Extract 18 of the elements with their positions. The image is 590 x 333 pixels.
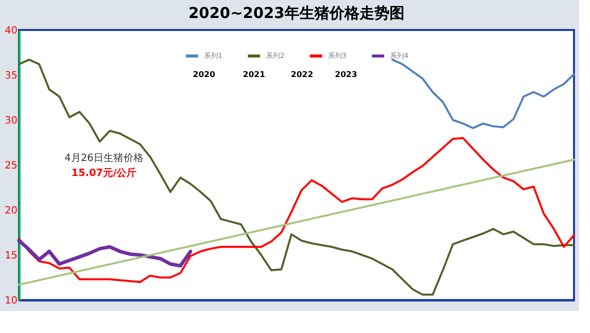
y-tick-label: 15 (4, 250, 18, 262)
annotation: 15.07元/公斤 (71, 167, 137, 179)
annotation: 2020 (192, 70, 216, 79)
annotation: 4月26日生猪价格 (64, 152, 144, 164)
y-tick-label: 20 (4, 206, 18, 216)
line-series (391, 58, 575, 130)
y-tick-label: 35 (4, 70, 18, 82)
line-series (18, 58, 575, 296)
y-tick-label: 10 (4, 296, 18, 306)
annotation: 2023 (334, 70, 358, 79)
y-tick-label: 40 (4, 26, 18, 36)
line-series (17, 238, 192, 268)
y-tick-label: 25 (4, 160, 18, 172)
y-tick-label: 30 (4, 116, 18, 126)
line-series (18, 137, 575, 283)
annotation: 2022 (290, 70, 314, 79)
chart-title: 2020~2023年生猪价格走势图 (188, 4, 405, 22)
annotation: 2021 (242, 70, 266, 79)
